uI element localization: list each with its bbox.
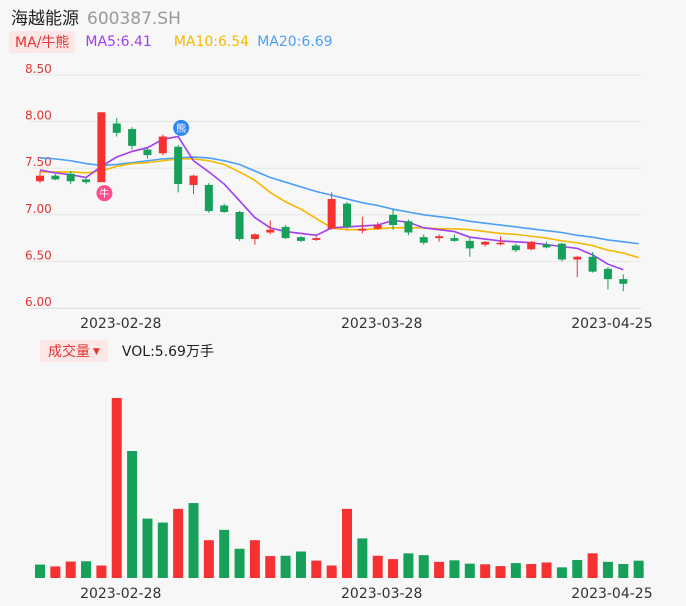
volume-bar — [557, 567, 567, 578]
volume-bar — [511, 563, 521, 578]
candle — [512, 246, 520, 251]
y-tick-label: 8.00 — [25, 109, 52, 123]
candle — [190, 176, 198, 185]
volume-bar — [342, 509, 352, 578]
y-tick-label: 8.50 — [25, 62, 52, 76]
candle — [128, 129, 136, 146]
volume-bar — [250, 540, 260, 578]
candle — [143, 150, 151, 156]
volume-bar — [496, 566, 506, 578]
candle — [36, 176, 44, 182]
volume-bar — [434, 562, 444, 578]
volume-bar — [311, 561, 321, 578]
candle — [97, 112, 105, 182]
volume-bar — [403, 553, 413, 578]
volume-bar — [634, 561, 644, 578]
candle — [67, 174, 75, 181]
candle — [82, 179, 90, 182]
volume-bar — [142, 519, 152, 578]
volume-bar — [588, 553, 598, 578]
candle — [619, 279, 627, 284]
ma20-line — [40, 157, 639, 244]
volume-bar — [127, 451, 137, 578]
volume-bar — [66, 562, 76, 578]
candle — [450, 238, 458, 241]
candle — [236, 212, 244, 239]
candle — [404, 221, 412, 232]
candle — [435, 236, 443, 238]
candle — [543, 245, 551, 248]
ma10-line — [40, 159, 639, 258]
candle — [266, 230, 274, 233]
candle — [159, 137, 167, 154]
candle — [358, 229, 366, 231]
volume-bar — [296, 552, 306, 578]
candle — [51, 176, 59, 180]
x-tick-label: 2023-02-28 — [80, 316, 161, 332]
candle — [604, 269, 612, 279]
volume-x-tick-label: 2023-04-25 — [571, 586, 652, 602]
volume-bar — [572, 560, 582, 578]
volume-bar — [373, 556, 383, 578]
y-tick-label: 6.50 — [25, 248, 52, 262]
volume-bar — [388, 559, 398, 578]
y-tick-label: 6.00 — [25, 295, 52, 309]
y-tick-label: 7.00 — [25, 202, 52, 216]
x-tick-label: 2023-04-25 — [571, 316, 652, 332]
bull-badge-label: 牛 — [99, 187, 109, 200]
candle — [497, 243, 505, 245]
bear-badge-label: 熊 — [176, 122, 186, 135]
volume-bar — [219, 530, 229, 578]
candle — [251, 234, 259, 239]
volume-bar — [158, 523, 168, 578]
volume-bar — [618, 564, 628, 578]
volume-bar — [81, 561, 91, 578]
candle — [174, 147, 182, 184]
volume-bar — [50, 566, 60, 578]
candle — [481, 242, 489, 245]
volume-bar — [357, 538, 367, 578]
candle — [343, 204, 351, 227]
volume-bar — [603, 562, 613, 578]
candle — [374, 225, 382, 229]
x-tick-label: 2023-03-28 — [341, 316, 422, 332]
candle — [558, 244, 566, 260]
candle — [220, 205, 228, 212]
candle — [527, 242, 535, 249]
volume-bar — [419, 555, 429, 578]
volume-bar — [281, 556, 291, 578]
volume-bar — [480, 564, 490, 578]
volume-bar — [204, 540, 214, 578]
candle — [389, 215, 397, 225]
candle — [312, 238, 320, 240]
y-tick-label: 7.50 — [25, 155, 52, 169]
volume-bar — [465, 564, 475, 578]
volume-bar — [235, 549, 245, 578]
volume-bar — [112, 398, 122, 578]
candle — [420, 237, 428, 243]
volume-x-tick-label: 2023-02-28 — [80, 586, 161, 602]
candle — [113, 123, 121, 132]
volume-x-tick-label: 2023-03-28 — [341, 586, 422, 602]
candle — [589, 257, 597, 272]
volume-bar — [542, 562, 552, 578]
volume-bar — [327, 566, 337, 578]
candle — [205, 185, 213, 211]
candle — [297, 237, 305, 241]
volume-bar — [96, 566, 106, 578]
volume-bar — [35, 565, 45, 578]
candle — [573, 257, 581, 260]
volume-bar — [189, 503, 199, 578]
candle — [466, 241, 474, 248]
volume-bar — [173, 509, 183, 578]
volume-bar — [265, 556, 275, 578]
volume-bar — [526, 564, 536, 578]
volume-bar — [449, 560, 459, 578]
candle — [282, 227, 290, 238]
candle — [328, 199, 336, 229]
